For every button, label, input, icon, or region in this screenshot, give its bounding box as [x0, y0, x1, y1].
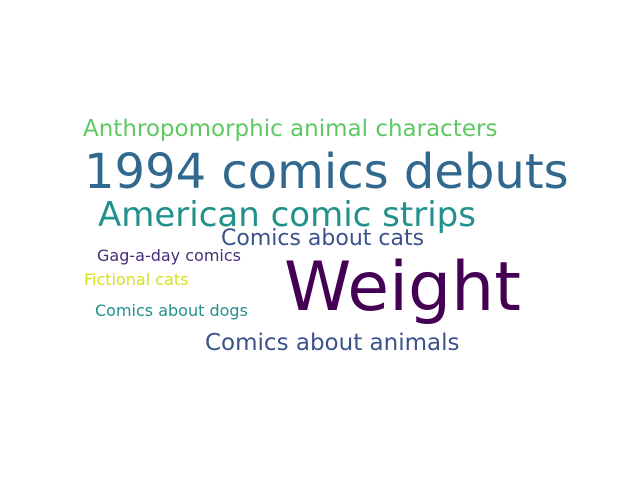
word-anthropomorphic-animal-characters: Anthropomorphic animal characters: [83, 116, 498, 142]
word-comics-about-animals: Comics about animals: [205, 330, 460, 356]
word-gag-a-day-comics: Gag-a-day comics: [97, 246, 241, 265]
word-comics-about-dogs: Comics about dogs: [95, 301, 248, 320]
word-weight: Weight: [284, 248, 521, 327]
word-1994-comics-debuts: 1994 comics debuts: [84, 144, 569, 200]
word-comics-about-cats: Comics about cats: [221, 226, 425, 251]
word-american-comic-strips: American comic strips: [98, 195, 476, 235]
word-fictional-cats: Fictional cats: [84, 270, 189, 289]
